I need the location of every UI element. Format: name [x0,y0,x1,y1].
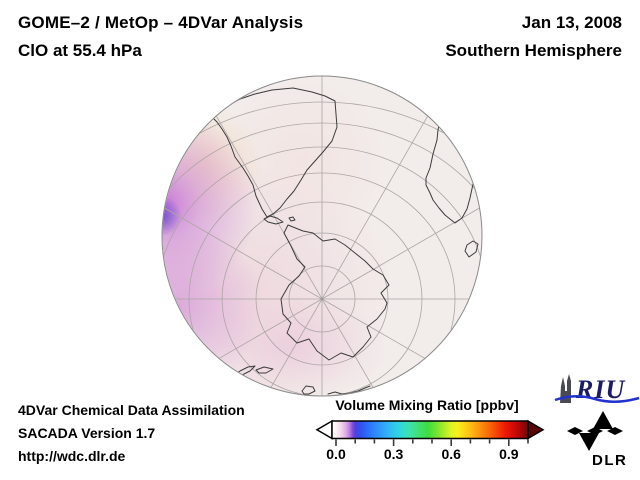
colorbar-tick-label: 0.3 [383,446,404,462]
colorbar-tick-label: 0.0 [326,446,346,462]
colorbar [315,419,545,446]
coast-madagascar [464,240,479,258]
date-label: Jan 13, 2008 [521,13,622,32]
dlr-logo: DLR [566,409,636,469]
coast-tasmania [301,385,316,395]
colorbar-tick-label: 0.9 [499,446,519,462]
page-title: GOME–2 / MetOp – 4DVar Analysis [18,13,304,32]
colorbar-tick-label: 0.6 [441,446,461,462]
south-pole-point [320,297,324,301]
hemisphere-label: Southern Hemisphere [445,41,622,60]
coast-antarctica [280,224,390,361]
coast-new-zealand-north [255,366,274,374]
coast-south-america [212,87,338,218]
footer-url: http://wdc.dlr.de [18,448,126,464]
colorbar-gradient-bar [331,420,529,440]
footer-version: SACADA Version 1.7 [18,425,156,441]
footer-assimilation: 4DVar Chemical Data Assimilation [18,402,245,418]
riu-wave-icon [554,395,640,403]
dlr-logo-text: DLR [592,452,628,469]
coast-falklands [288,216,296,222]
page-subtitle: ClO at 55.4 hPa [18,41,142,60]
coast-tierra-del-fuego [263,215,284,225]
colorbar-right-arrow [527,419,545,440]
riu-logo: RIU [554,374,640,404]
globe-map [161,75,483,397]
colorbar-ticks [335,439,529,446]
coast-australia [327,385,371,395]
colorbar-left-arrow [315,419,333,440]
dlr-mark-icon [567,411,623,451]
colorbar-title: Volume Mixing Ratio [ppbv] [335,397,519,413]
coastlines [212,87,479,395]
